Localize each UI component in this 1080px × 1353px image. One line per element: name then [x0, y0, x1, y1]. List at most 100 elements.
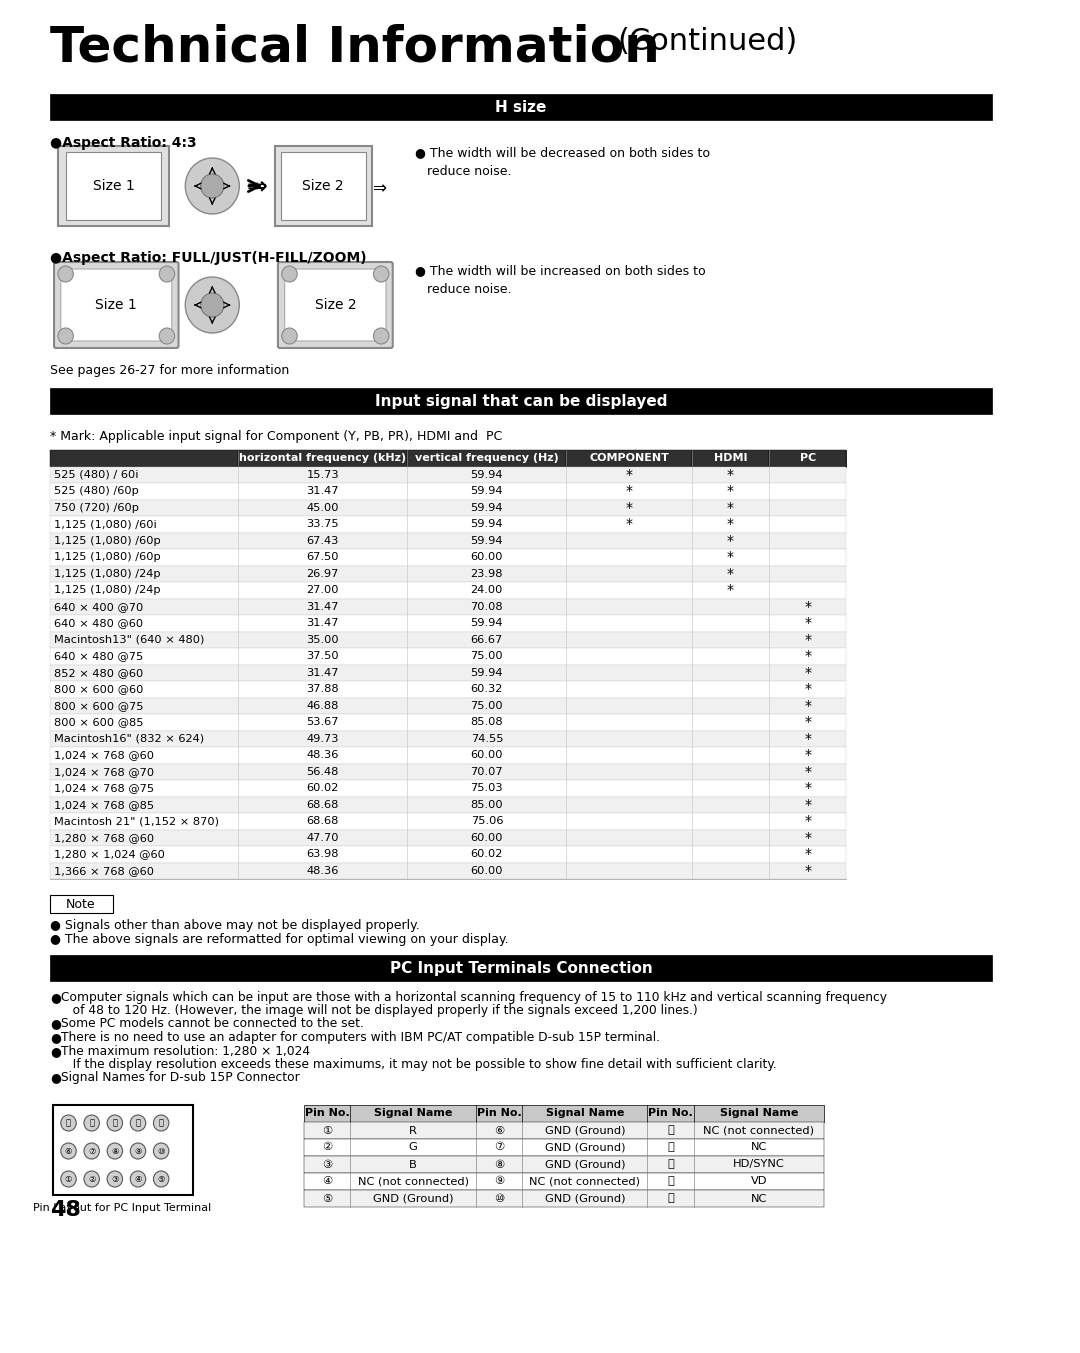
Text: 47.70: 47.70: [307, 832, 339, 843]
Circle shape: [201, 175, 224, 198]
Text: 59.94: 59.94: [471, 486, 503, 497]
Bar: [50, 846, 847, 862]
Text: ● Signals other than above may not be displayed properly.: ● Signals other than above may not be di…: [50, 919, 420, 932]
Text: GND (Ground): GND (Ground): [544, 1193, 625, 1204]
Bar: [50, 797, 847, 813]
Text: *: *: [805, 781, 811, 796]
Circle shape: [153, 1143, 168, 1160]
Bar: [50, 698, 847, 714]
Text: horizontal frequency (kHz): horizontal frequency (kHz): [240, 453, 406, 463]
Text: ⑤: ⑤: [158, 1174, 165, 1184]
Text: GND (Ground): GND (Ground): [373, 1193, 454, 1204]
Text: 66.67: 66.67: [471, 635, 503, 645]
Bar: [50, 648, 847, 664]
Bar: [50, 499, 847, 515]
Bar: [50, 862, 847, 879]
Bar: [407, 451, 566, 467]
Text: COMPONENT: COMPONENT: [590, 453, 670, 463]
Bar: [303, 1139, 824, 1155]
Text: ②: ②: [87, 1174, 95, 1184]
Text: 800 × 600 @60: 800 × 600 @60: [54, 685, 144, 694]
Text: 68.68: 68.68: [307, 816, 339, 827]
Bar: [50, 763, 847, 779]
Text: 525 (480) /60p: 525 (480) /60p: [54, 486, 139, 497]
Text: ⑥: ⑥: [494, 1126, 504, 1135]
Text: Size 2: Size 2: [314, 298, 356, 313]
Text: ⑧: ⑧: [111, 1146, 119, 1155]
Bar: [50, 894, 113, 913]
Text: ⑪: ⑪: [66, 1119, 71, 1127]
Bar: [50, 515, 847, 533]
Circle shape: [107, 1115, 122, 1131]
Text: *: *: [625, 468, 633, 482]
Text: Size 1: Size 1: [95, 298, 137, 313]
Text: 60.00: 60.00: [471, 751, 503, 760]
Text: *: *: [625, 501, 633, 514]
Text: Signal Name: Signal Name: [374, 1108, 453, 1119]
Text: ●: ●: [50, 990, 62, 1004]
Text: *: *: [727, 551, 734, 564]
Text: 60.02: 60.02: [307, 783, 339, 793]
Text: VD: VD: [751, 1177, 767, 1187]
Text: Note: Note: [66, 897, 96, 911]
Text: 1,366 × 768 @60: 1,366 × 768 @60: [54, 866, 154, 875]
Text: 800 × 600 @75: 800 × 600 @75: [54, 701, 144, 710]
Text: 37.50: 37.50: [307, 651, 339, 662]
Text: Signal Name: Signal Name: [545, 1108, 624, 1119]
Text: ●: ●: [50, 1045, 62, 1058]
Text: G: G: [408, 1142, 417, 1153]
Text: NC (not connected): NC (not connected): [703, 1126, 814, 1135]
Circle shape: [159, 267, 175, 281]
Circle shape: [60, 1170, 77, 1187]
Text: ● The above signals are reformatted for optimal viewing on your display.: ● The above signals are reformatted for …: [50, 934, 509, 946]
Circle shape: [84, 1143, 99, 1160]
Text: HDMI: HDMI: [714, 453, 747, 463]
Text: ⑬: ⑬: [667, 1160, 674, 1169]
Text: of 48 to 120 Hz. (However, the image will not be displayed properly if the signa: of 48 to 120 Hz. (However, the image wil…: [60, 1004, 698, 1017]
Text: *: *: [805, 863, 811, 878]
Text: 1,024 × 768 @85: 1,024 × 768 @85: [54, 800, 154, 809]
Text: *: *: [805, 732, 811, 746]
Text: See pages 26-27 for more information: See pages 26-27 for more information: [50, 364, 289, 377]
Bar: [50, 388, 993, 414]
Text: 53.67: 53.67: [307, 717, 339, 728]
Bar: [692, 451, 769, 467]
Text: ⑤: ⑤: [322, 1193, 333, 1204]
Text: 525 (480) / 60i: 525 (480) / 60i: [54, 469, 138, 480]
Text: 70.08: 70.08: [471, 602, 503, 612]
Text: Pin No.: Pin No.: [476, 1108, 522, 1119]
Text: ⑨: ⑨: [494, 1177, 504, 1187]
Bar: [566, 451, 692, 467]
Text: *: *: [727, 567, 734, 580]
Bar: [769, 451, 847, 467]
Text: 70.07: 70.07: [471, 767, 503, 777]
Text: *: *: [805, 599, 811, 614]
Text: 60.32: 60.32: [471, 685, 503, 694]
Circle shape: [60, 1143, 77, 1160]
Text: *: *: [805, 748, 811, 762]
Text: (Continued): (Continued): [618, 27, 798, 55]
Text: 67.50: 67.50: [307, 552, 339, 563]
Circle shape: [107, 1170, 122, 1187]
Text: ⑭: ⑭: [135, 1119, 140, 1127]
Bar: [50, 747, 847, 763]
Text: 31.47: 31.47: [307, 668, 339, 678]
Text: 23.98: 23.98: [471, 568, 503, 579]
Text: 1,280 × 1,024 @60: 1,280 × 1,024 @60: [54, 850, 165, 859]
Text: Computer signals which can be input are those with a horizontal scanning frequen: Computer signals which can be input are …: [60, 990, 887, 1004]
Text: ● The width will be increased on both sides to
   reduce noise.: ● The width will be increased on both si…: [415, 264, 705, 296]
Text: GND (Ground): GND (Ground): [544, 1126, 625, 1135]
Text: ⑬: ⑬: [112, 1119, 118, 1127]
Text: *: *: [727, 484, 734, 498]
Text: ⑪: ⑪: [667, 1126, 674, 1135]
Text: 59.94: 59.94: [471, 469, 503, 480]
Text: If the display resolution exceeds these maximums, it may not be possible to show: If the display resolution exceeds these …: [60, 1058, 777, 1072]
Text: ●Aspect Ratio: FULL/JUST(H-FILL/ZOOM): ●Aspect Ratio: FULL/JUST(H-FILL/ZOOM): [50, 252, 367, 265]
Text: ④: ④: [322, 1177, 333, 1187]
Text: ⑧: ⑧: [494, 1160, 504, 1169]
Text: 60.00: 60.00: [471, 552, 503, 563]
Text: *: *: [805, 698, 811, 713]
Text: 37.88: 37.88: [307, 685, 339, 694]
Text: Pin Layout for PC Input Terminal: Pin Layout for PC Input Terminal: [33, 1203, 212, 1214]
Bar: [303, 1191, 824, 1207]
